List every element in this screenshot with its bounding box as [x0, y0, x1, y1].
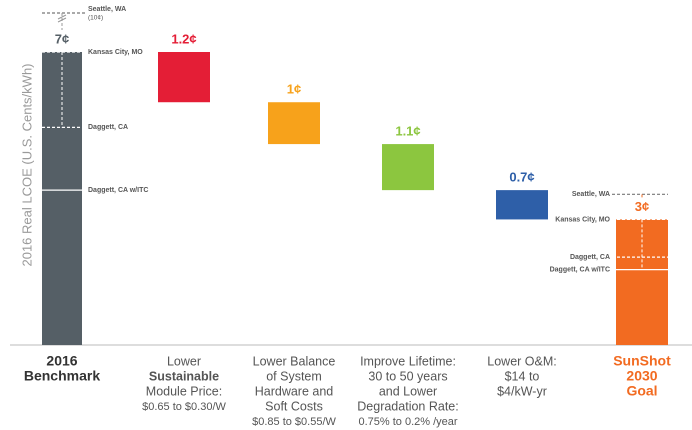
bar — [616, 219, 668, 345]
bar — [382, 144, 434, 191]
bar — [268, 102, 320, 145]
x-tick-label: Lower O&M: — [487, 354, 556, 368]
x-tick-label: $4/kW-yr — [497, 384, 547, 398]
x-tick-label: 30 to 50 years — [368, 369, 447, 383]
value-label: 1¢ — [287, 82, 301, 97]
axis-break — [57, 14, 67, 23]
reference-note: (10¢) — [88, 15, 103, 22]
reference-label: Daggett, CA w/ITC — [550, 267, 610, 274]
reference-label: Daggett, CA w/ITC — [88, 187, 148, 194]
reference-label: Seattle, WA — [572, 191, 610, 198]
value-label: 1.1¢ — [395, 124, 420, 139]
x-tick-label: 0.75% to 0.2% /year — [358, 416, 457, 428]
x-tick-label: Lower — [167, 354, 201, 368]
x-tick-label: 2030 — [626, 368, 657, 384]
x-tick-label: Module Price: — [146, 384, 222, 398]
reference-label: Daggett, CA — [570, 254, 610, 261]
x-tick-label: $14 to — [505, 369, 540, 383]
x-tick-label: Benchmark — [24, 368, 100, 384]
value-label: 3¢ — [635, 199, 649, 214]
reference-label: Kansas City, MO — [88, 49, 143, 56]
bar — [496, 190, 548, 220]
x-tick-label: $0.65 to $0.30/W — [142, 401, 226, 413]
reference-label: Kansas City, MO — [555, 216, 610, 223]
x-tick-label: Hardware and — [255, 384, 334, 398]
y-axis-title: 2016 Real LCOE (U.S. Cents/kWh) — [19, 63, 34, 266]
x-tick-label: 2016 — [46, 353, 77, 369]
bar — [42, 52, 82, 345]
x-tick-label: $0.85 to $0.55/W — [252, 416, 336, 428]
x-tick-label: of System — [266, 369, 322, 383]
x-tick-label: Improve Lifetime: — [360, 354, 456, 368]
x-tick-label: and Lower — [379, 384, 437, 398]
x-tick-label: Lower Balance — [253, 354, 336, 368]
x-tick-label: Soft Costs — [265, 399, 323, 413]
x-tick-label: SunShot — [613, 353, 671, 369]
x-tick-label: Sustainable — [149, 369, 219, 383]
value-label: 1.2¢ — [171, 31, 196, 46]
value-label: 0.7¢ — [509, 170, 534, 185]
x-tick-label: Degradation Rate: — [357, 399, 458, 413]
reference-label: Seattle, WA — [88, 6, 126, 13]
x-tick-label: Goal — [626, 383, 657, 399]
reference-label: Daggett, CA — [88, 124, 128, 131]
value-label: 7¢ — [55, 31, 69, 46]
bar — [158, 52, 210, 103]
